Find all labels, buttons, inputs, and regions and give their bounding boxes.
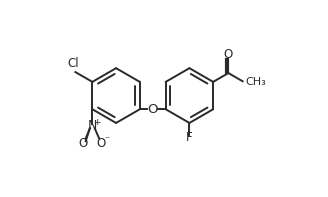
Text: O: O <box>224 48 233 61</box>
Text: O: O <box>79 137 88 150</box>
Text: O: O <box>148 103 158 116</box>
Text: ·⁻: ·⁻ <box>102 135 110 145</box>
Text: N: N <box>88 119 97 132</box>
Text: O: O <box>97 137 106 150</box>
Text: CH₃: CH₃ <box>246 77 266 87</box>
Text: +: + <box>93 118 100 127</box>
Text: Cl: Cl <box>67 57 79 70</box>
Text: F: F <box>186 131 193 144</box>
